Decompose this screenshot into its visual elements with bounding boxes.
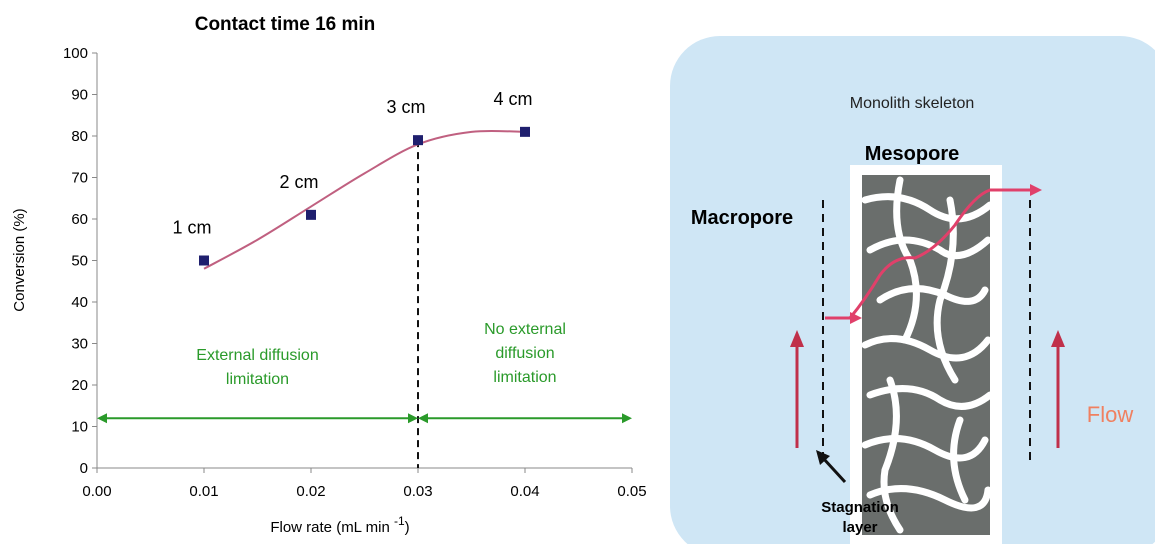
flow-path-head <box>850 312 862 324</box>
y-tick-label: 100 <box>63 45 88 62</box>
y-tick-label: 70 <box>71 170 88 187</box>
region-label: No external <box>484 321 566 338</box>
y-axis-label: Conversion (%) <box>11 208 28 311</box>
arrow-head <box>418 413 428 424</box>
mesopore-channels <box>861 176 994 534</box>
point-label: 1 cm <box>172 218 211 238</box>
y-tick-label: 10 <box>71 419 88 436</box>
skeleton-label: Monolith skeleton <box>850 95 975 112</box>
y-tick-label: 60 <box>71 211 88 228</box>
x-tick-label: 0.04 <box>510 483 539 500</box>
point-label: 3 cm <box>386 97 425 117</box>
point-label: 2 cm <box>279 172 318 192</box>
mesopore-label: Mesopore <box>865 143 959 165</box>
flow-path-head <box>1030 184 1042 196</box>
stagnation-label: layer <box>842 519 877 536</box>
stagnation-label: Stagnation <box>821 499 899 516</box>
point-label: 4 cm <box>493 89 532 109</box>
y-tick-label: 0 <box>80 460 88 477</box>
data-point <box>306 209 316 220</box>
region-label: External diffusion <box>196 347 318 364</box>
x-tick-label: 0.01 <box>189 483 218 500</box>
diagram: Monolith skeleton Mesopore Macropore Flo… <box>670 36 1155 544</box>
region-label: limitation <box>493 369 556 386</box>
x-axis-label-text: Flow rate (mL min <box>270 519 394 536</box>
x-axis-label: Flow rate (mL min -1) <box>270 514 409 536</box>
y-tick-label: 90 <box>71 87 88 104</box>
x-axis-label-end: ) <box>405 519 410 536</box>
trend-line <box>203 129 526 270</box>
arrow-head <box>622 413 632 424</box>
arrow-head <box>408 413 418 424</box>
y-tick-label: 40 <box>71 294 88 311</box>
macropore-label: Macropore <box>691 207 793 229</box>
flow-path <box>825 188 1030 320</box>
pointer-arrow-head <box>816 450 830 465</box>
data-point <box>413 135 423 146</box>
x-axis-label-sup: -1 <box>394 514 405 528</box>
chart-title: Contact time 16 min <box>195 14 376 35</box>
region-label: diffusion <box>495 345 554 362</box>
flow-label: Flow <box>1087 402 1134 427</box>
region-label: limitation <box>226 371 289 388</box>
flow-arrows <box>790 330 1065 448</box>
data-point <box>520 126 530 137</box>
x-tick-label: 0.00 <box>82 483 111 500</box>
pointer-arrow <box>821 456 847 484</box>
x-tick-label: 0.03 <box>403 483 432 500</box>
y-tick-label: 20 <box>71 377 88 394</box>
y-tick-label: 30 <box>71 336 88 353</box>
x-tick-label: 0.02 <box>296 483 325 500</box>
y-tick-label: 50 <box>71 253 88 270</box>
arrow-head <box>97 413 107 424</box>
data-point <box>199 255 209 266</box>
x-tick-label: 0.05 <box>617 483 646 500</box>
y-tick-label: 80 <box>71 128 88 145</box>
